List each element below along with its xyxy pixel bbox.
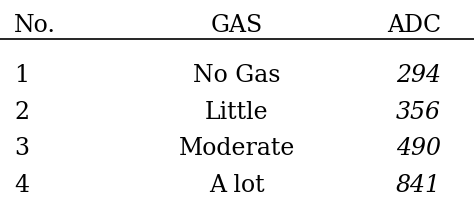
Text: GAS: GAS — [211, 14, 263, 37]
Text: 294: 294 — [396, 64, 441, 87]
Text: 4: 4 — [14, 174, 29, 197]
Text: 3: 3 — [14, 137, 29, 160]
Text: No.: No. — [14, 14, 56, 37]
Text: Little: Little — [205, 101, 269, 124]
Text: Moderate: Moderate — [179, 137, 295, 160]
Text: 356: 356 — [396, 101, 441, 124]
Text: No Gas: No Gas — [193, 64, 281, 87]
Text: 1: 1 — [14, 64, 29, 87]
Text: A lot: A lot — [209, 174, 265, 197]
Text: 490: 490 — [396, 137, 441, 160]
Text: 841: 841 — [396, 174, 441, 197]
Text: ADC: ADC — [387, 14, 441, 37]
Text: 2: 2 — [14, 101, 29, 124]
